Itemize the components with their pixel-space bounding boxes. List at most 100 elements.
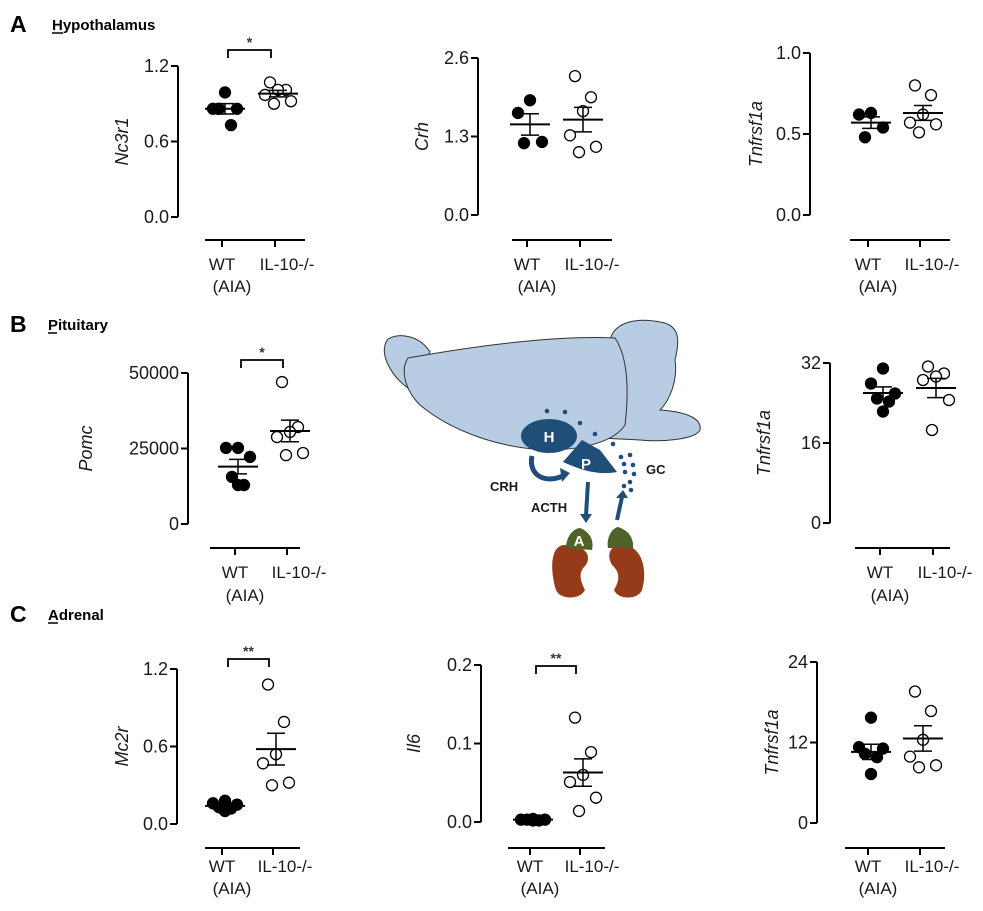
category-label: WT [867, 563, 893, 582]
il10-data-point [584, 745, 598, 759]
acth-arrowhead [580, 514, 592, 523]
il10-data-point [929, 118, 943, 131]
y-tick-label: 32 [801, 353, 821, 373]
y-tick-label: 0.0 [776, 205, 801, 225]
y-axis-label: Il6 [404, 733, 424, 753]
category-note: (AIA) [213, 879, 252, 898]
il10-data-point [589, 140, 603, 153]
category-note: (AIA) [521, 879, 560, 898]
il10-data-point [568, 69, 582, 83]
hypothalamus-shape [521, 419, 577, 453]
wt-data-point [511, 106, 525, 120]
category-label: WT [209, 857, 235, 876]
y-axis-label: Tnfrsf1a [746, 101, 766, 167]
y-tick-label: 2.6 [444, 48, 469, 68]
dot-plot-c3: 0 12 24 Tnfrsf1a WT IL-10-/- (AIA) [762, 652, 959, 898]
category-label: WT [855, 857, 881, 876]
significance-bracket [535, 665, 577, 674]
il10-data-point [265, 779, 279, 792]
il10-data-point [270, 430, 284, 444]
left-kidney [552, 545, 589, 598]
acth-arrow [584, 481, 590, 516]
il10-data-point [908, 79, 922, 92]
il10-data-point [256, 757, 270, 770]
il10-data-point [261, 678, 275, 691]
il10-data-point [572, 804, 586, 818]
category-label: IL-10-/- [905, 857, 960, 876]
cerebrum [403, 336, 628, 451]
category-label: WT [514, 255, 540, 274]
category-label: IL-10-/- [272, 563, 327, 582]
wt-data-point [870, 751, 884, 764]
category-label: WT [209, 255, 235, 274]
il10-data-point [924, 704, 938, 718]
category-label: IL-10-/- [905, 255, 960, 274]
il10-data-point [277, 715, 291, 729]
il10-data-point [275, 375, 289, 389]
dot-plot-b1: 0 25000 50000 Pomc WT IL-10-/- (AIA) * [76, 344, 326, 605]
dot-plot-c1: 0.0 0.6 1.2 Mc2r WT IL-10-/- (AIA) ** [112, 643, 312, 898]
y-tick-label: 1.2 [144, 56, 169, 76]
y-axis-label: Mc2r [112, 725, 132, 766]
panel-title: Pituitary [48, 317, 109, 334]
category-note: (AIA) [859, 879, 898, 898]
wt-data-point [517, 136, 531, 150]
dot-plot-b3: 0 16 32 Tnfrsf1a WT IL-10-/- (AIA) [754, 353, 972, 605]
wt-data-point [523, 94, 537, 107]
il10-data-point [912, 126, 926, 139]
il10-data-point [279, 448, 293, 462]
y-tick-label: 1.3 [444, 127, 469, 147]
category-label: IL-10-/- [918, 563, 973, 582]
category-label: WT [855, 255, 881, 274]
panel-title: Hypothalamus [52, 17, 155, 34]
il10-data-point [924, 88, 938, 102]
y-tick-label: 1.0 [776, 43, 801, 63]
il10-data-point [589, 791, 603, 804]
dot-plot-a1: 0.0 0.6 1.2 Nc3r1 WT IL-10-/- (AIA) * [112, 34, 314, 296]
wt-data-point [876, 121, 890, 134]
significance-marker: * [259, 344, 265, 360]
y-axis-label: Nc3r1 [112, 117, 132, 165]
wt-data-point [882, 395, 896, 408]
pituitary-shape [563, 440, 617, 474]
il10-data-point [908, 685, 922, 698]
wt-data-point [852, 108, 866, 121]
il10-data-point [912, 761, 926, 774]
il10-data-point [929, 759, 943, 772]
panel-letter: C [10, 601, 27, 627]
y-tick-label: 0.0 [444, 205, 469, 225]
wt-data-point [858, 131, 872, 144]
il10-data-point [568, 711, 582, 724]
category-label: IL-10-/- [565, 857, 620, 876]
acth-label: ACTH [531, 500, 567, 515]
il10-data-point [903, 116, 917, 129]
panel-header-b: B Pituitary [10, 311, 109, 337]
dot-plot-a3: 0.0 0.5 1.0 Tnfrsf1a WT IL-10-/- (AIA) [746, 43, 959, 296]
y-tick-label: 0 [169, 514, 179, 534]
crh-arrowhead [560, 468, 570, 482]
wt-data-point [218, 86, 232, 99]
y-tick-label: 0.1 [447, 734, 472, 754]
left-adrenal [566, 528, 593, 550]
y-tick-label: 0.2 [447, 655, 472, 675]
il10-data-point [296, 446, 310, 460]
plots: 0.0 0.6 1.2 Nc3r1 WT IL-10-/- (AIA) * 0.0 1.3 2.6 C… [76, 34, 972, 898]
il10-data-point [563, 775, 577, 789]
category-label: IL-10-/- [258, 857, 313, 876]
gc-arrow [615, 496, 624, 521]
category-label: WT [517, 857, 543, 876]
dot-plot-c2: 0.0 0.1 0.2 Il6 WT IL-10-/- (AIA) ** [404, 650, 619, 898]
y-axis-label: Pomc [76, 425, 96, 471]
y-tick-label: 0.0 [143, 814, 168, 834]
y-tick-label: 0 [798, 813, 808, 833]
y-axis-label: Tnfrsf1a [754, 410, 774, 476]
panel-letter: B [10, 311, 27, 337]
wt-data-point [224, 118, 238, 132]
y-tick-label: 0.0 [447, 812, 472, 832]
y-tick-label: 0.5 [776, 124, 801, 144]
y-tick-label: 0.6 [143, 737, 168, 757]
il10-data-point [921, 360, 935, 373]
il10-data-point [284, 95, 298, 108]
category-note: (AIA) [518, 277, 557, 296]
